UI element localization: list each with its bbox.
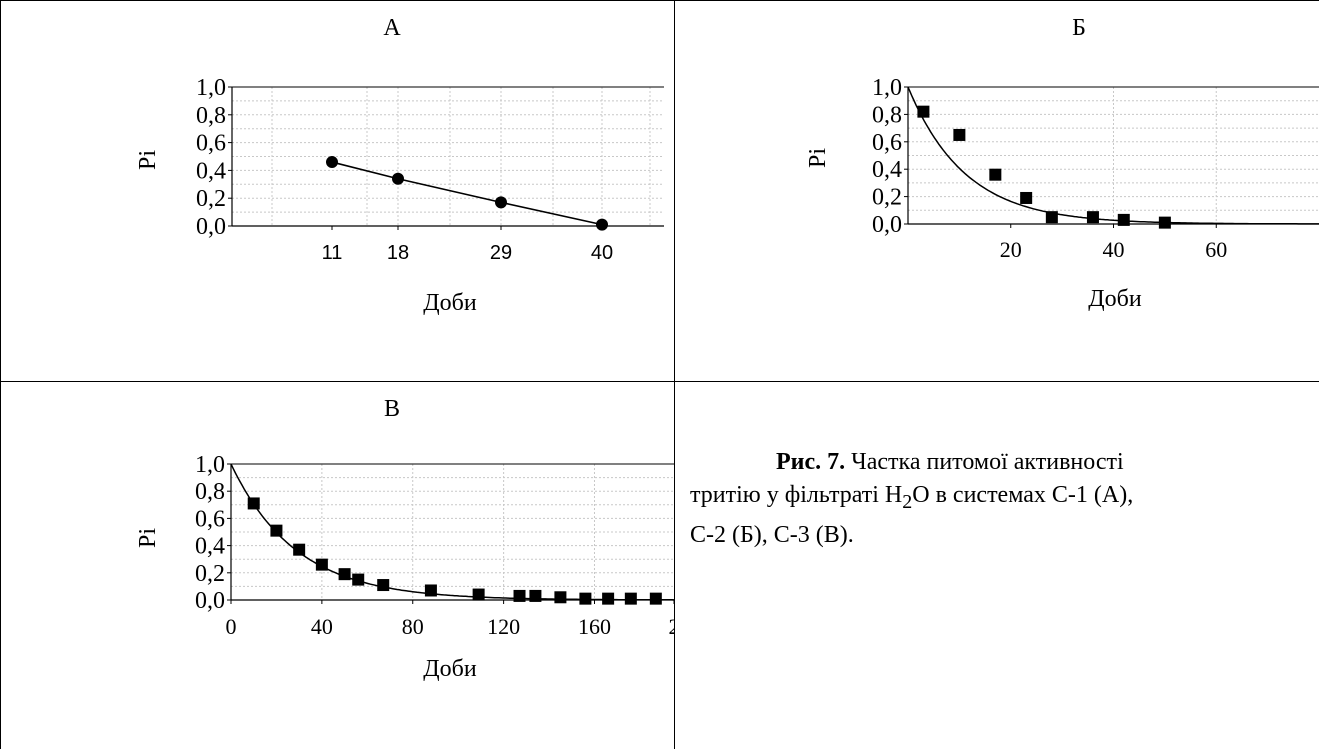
panel-title: Б xyxy=(1072,15,1086,41)
y-tick-label: 0,6 xyxy=(196,131,226,157)
data-point xyxy=(1020,191,1033,204)
data-point xyxy=(338,568,351,581)
x-tick-label: 20 xyxy=(1000,237,1022,262)
table-border-left xyxy=(0,0,1,749)
y-tick-label: 0,2 xyxy=(196,186,226,212)
data-point xyxy=(917,105,930,118)
figure-caption: Рис. 7. Частка питомої активності тритію… xyxy=(690,446,1312,552)
data-point xyxy=(424,584,437,597)
data-point xyxy=(579,592,592,605)
x-tick-label: 40 xyxy=(591,242,613,264)
data-point xyxy=(1086,211,1099,224)
data-point xyxy=(989,168,1002,181)
x-axis-label: Доби xyxy=(423,656,477,682)
data-point xyxy=(596,218,608,231)
caption-label: Рис. 7. xyxy=(776,449,846,475)
caption-subscript: 2 xyxy=(902,490,913,513)
data-point xyxy=(326,156,338,169)
data-point xyxy=(1158,216,1171,229)
y-tick-label: 1,0 xyxy=(872,75,902,101)
y-tick-label: 0,8 xyxy=(195,479,225,505)
y-axis-label: Pi xyxy=(805,148,831,168)
data-point xyxy=(377,579,390,592)
panel-title: В xyxy=(384,396,400,422)
y-tick-label: 0,6 xyxy=(195,506,225,532)
data-point xyxy=(953,128,966,141)
x-axis-label: Доби xyxy=(1088,286,1142,312)
x-tick-label: 80 xyxy=(402,614,424,639)
panel-title: А xyxy=(383,15,401,41)
y-tick-label: 1,0 xyxy=(196,75,226,101)
caption-line-2b: O в системах С-1 (А), xyxy=(912,482,1134,508)
y-tick-label: 0,8 xyxy=(196,103,226,129)
x-tick-label: 29 xyxy=(490,242,512,264)
y-tick-label: 1,0 xyxy=(195,452,225,478)
y-tick-label: 0,8 xyxy=(872,102,902,128)
x-tick-label: 18 xyxy=(387,242,409,264)
fit-curve xyxy=(230,463,674,601)
data-point xyxy=(513,589,526,602)
y-tick-label: 0,2 xyxy=(195,561,225,587)
chart-plot-area: 1,00,80,60,40,20,0 11 18 29 40 xyxy=(196,75,664,264)
chart-plot-area: 1,00,80,60,40,20,00 40 80 120 160 2 xyxy=(195,452,674,639)
x-tick-label: 60 xyxy=(1205,237,1227,262)
table-border-top xyxy=(0,0,1319,1)
y-tick-label: 0,4 xyxy=(872,157,902,183)
caption-line-3: С-2 (Б), С-3 (В). xyxy=(690,521,854,548)
y-tick-label: 0,0 xyxy=(196,214,226,240)
data-point xyxy=(247,497,260,510)
data-point xyxy=(624,592,637,605)
data-point xyxy=(529,589,542,602)
data-point xyxy=(472,588,485,601)
x-tick-label: 40 xyxy=(311,614,333,639)
x-tick-label: 2 xyxy=(669,614,675,639)
data-point xyxy=(392,172,404,185)
y-axis-label: Pi xyxy=(135,150,161,170)
y-tick-label: 0,0 xyxy=(195,588,225,614)
chart-panel-a: А 1,00,80,60,40,20,0 11 18 29 40 Pi Доби xyxy=(135,15,664,316)
y-tick-label: 0,4 xyxy=(195,534,225,560)
y-axis-label: Pi xyxy=(135,528,161,548)
x-axis-label: Доби xyxy=(423,290,477,316)
chart-plot-area: 1,00,80,60,40,20,0 20 40 60 xyxy=(872,75,1319,262)
x-tick-label: 0 xyxy=(226,614,237,639)
y-tick-label: 0,0 xyxy=(872,212,902,238)
y-tick-label: 0,4 xyxy=(196,158,226,184)
x-tick-label: 120 xyxy=(487,614,520,639)
series-line xyxy=(331,161,603,226)
table-border-center xyxy=(674,0,675,749)
y-tick-label: 0,2 xyxy=(872,185,902,211)
data-point xyxy=(293,543,306,556)
caption-line-1: Частка питомої активності xyxy=(851,449,1124,475)
data-point xyxy=(554,591,567,604)
x-tick-label: 160 xyxy=(578,614,611,639)
x-tick-label: 40 xyxy=(1103,237,1125,262)
chart-panel-c: В 1,00,80,60,40,20,00 40 80 120 160 2 Pi Доби xyxy=(135,396,674,682)
data-point xyxy=(1117,213,1130,226)
data-point xyxy=(315,558,328,571)
table-border-middle xyxy=(0,381,1319,382)
data-point xyxy=(1045,211,1058,224)
fit-curve xyxy=(907,86,1319,225)
x-tick-label: 11 xyxy=(322,242,343,264)
data-point xyxy=(602,592,615,605)
chart-panel-b: Б 1,00,80,60,40,20,0 20 40 60 Pi Доби xyxy=(805,15,1319,312)
data-point xyxy=(270,524,283,537)
data-point xyxy=(495,196,507,209)
data-point xyxy=(649,592,662,605)
caption-line-2a: тритію у фільтраті H xyxy=(690,482,903,508)
y-tick-label: 0,6 xyxy=(872,130,902,156)
data-point xyxy=(352,573,365,586)
